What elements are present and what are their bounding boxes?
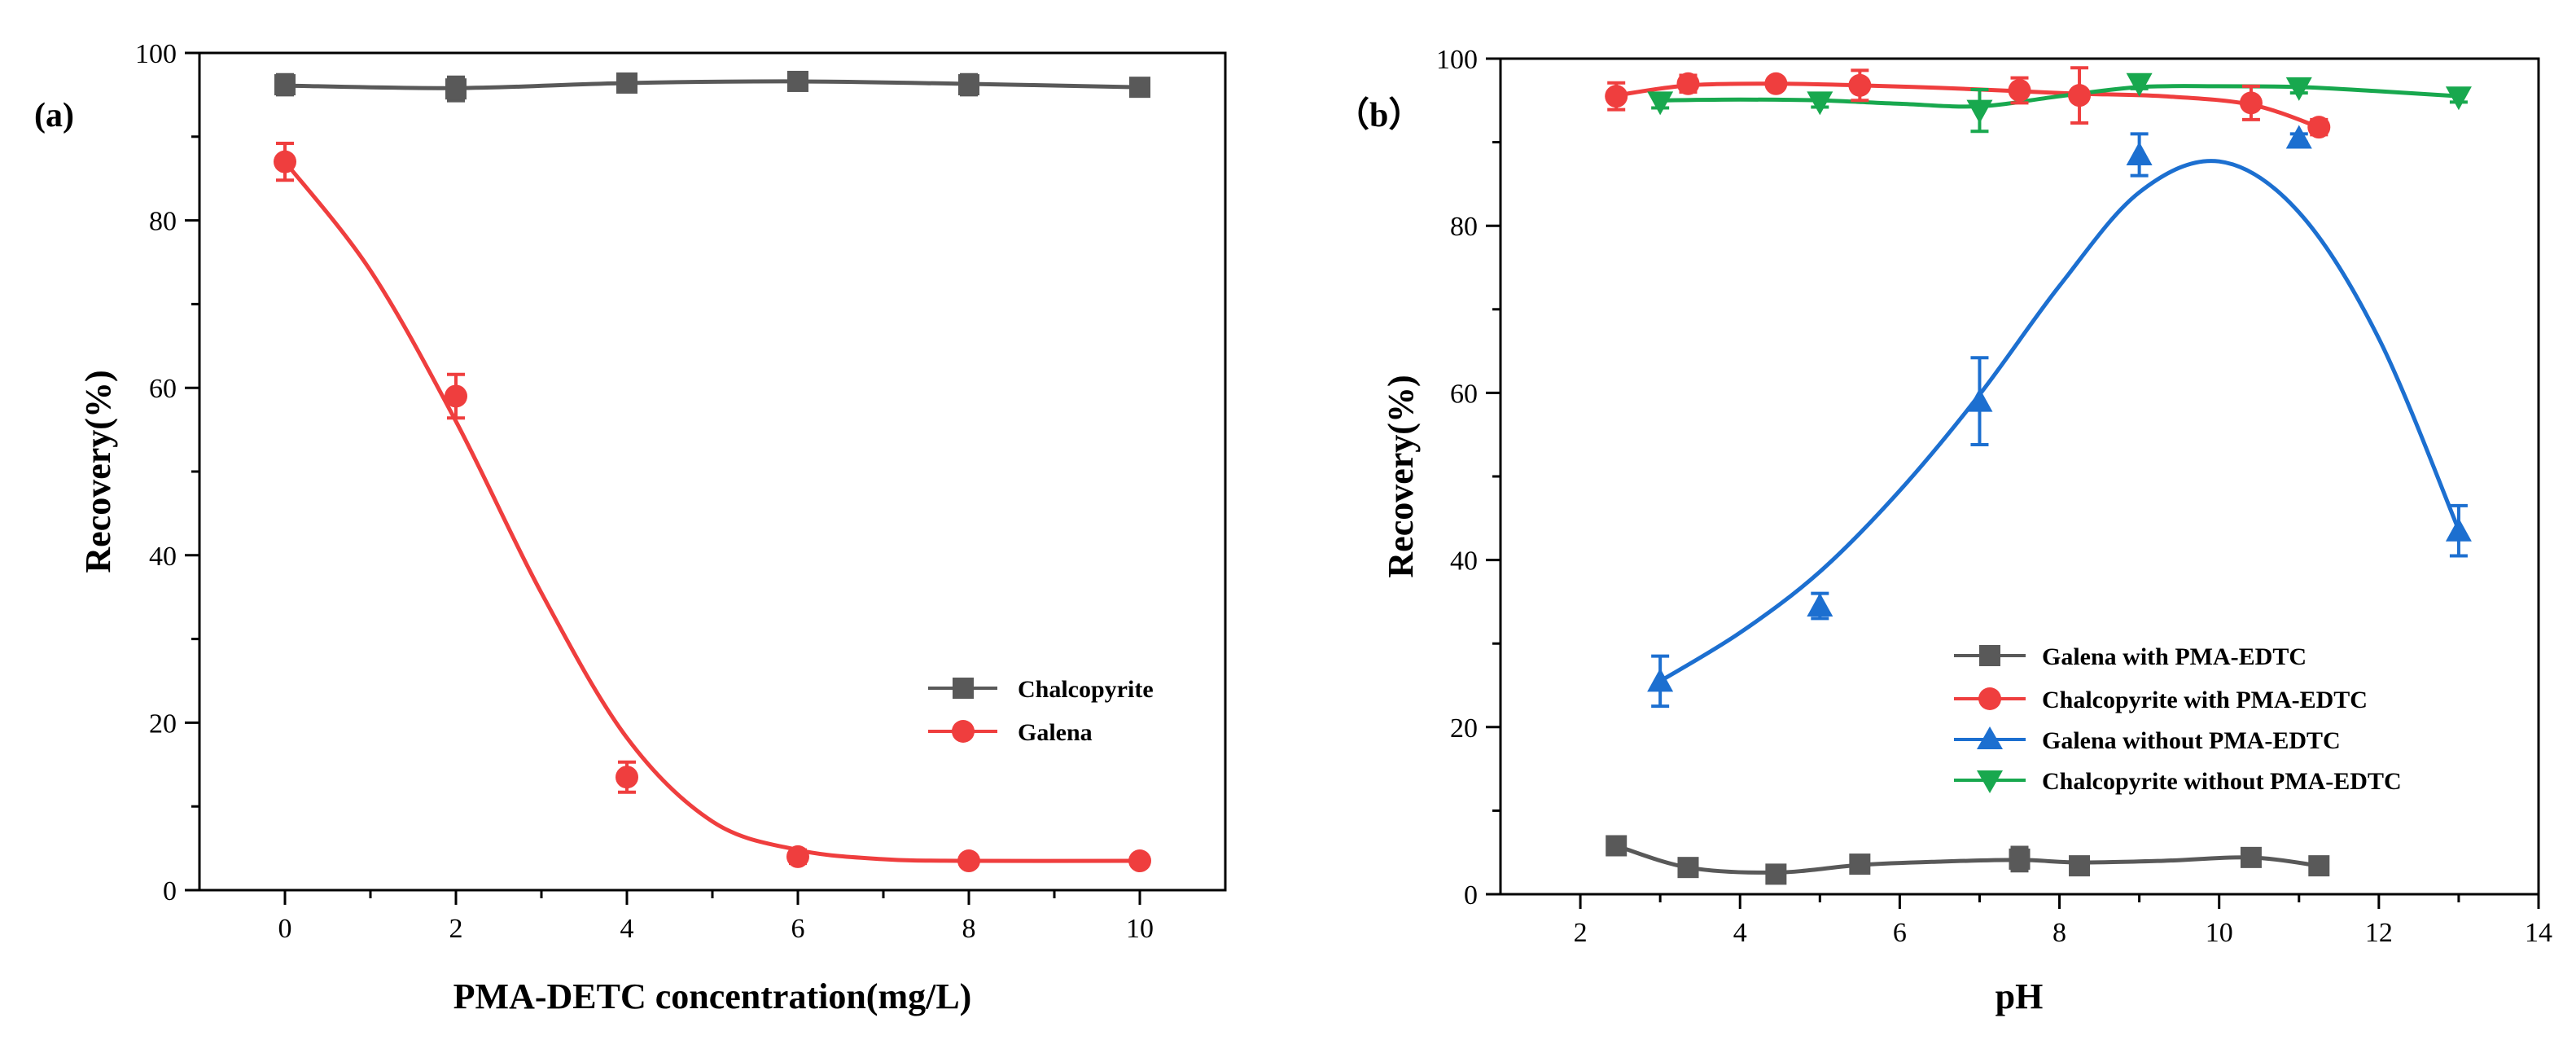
data-point-chalcopyrite-with-pma-edtc [1848, 74, 1871, 97]
y-tick-label: 40 [1450, 546, 1478, 577]
x-tick-label: 10 [2206, 918, 2233, 948]
panel-a-y-axis-title: Recovery(%) [78, 370, 118, 573]
data-point-chalcopyrite-without-pma-edtc [1807, 91, 1833, 115]
data-point-galena [445, 384, 467, 407]
data-point-chalcopyrite-with-pma-edtc [1676, 72, 1699, 95]
data-point-chalcopyrite-with-pma-edtc [2240, 91, 2263, 114]
panel-b-markers [1605, 72, 2472, 885]
y-tick-label: 60 [1450, 379, 1478, 409]
y-tick-label: 60 [149, 374, 177, 404]
panel-b-curves [1616, 84, 2459, 873]
data-point-chalcopyrite [1129, 77, 1150, 98]
panel-b-legend: Galena with PMA-EDTC Chalcopyrite with P… [1954, 643, 2402, 795]
data-point-galena-with-pma-edtc [2009, 849, 2031, 870]
x-tick-label: 4 [1733, 918, 1747, 948]
data-point-galena-without-pma-edtc [2127, 142, 2153, 165]
data-point-galena-without-pma-edtc [1647, 668, 1673, 691]
x-tick-label: 8 [962, 914, 976, 944]
legend-item-chalcopyrite: Chalcopyrite [928, 676, 1154, 703]
x-tick-label: 12 [2365, 918, 2393, 948]
data-point-galena-without-pma-edtc [2446, 518, 2472, 542]
data-point-chalcopyrite-with-pma-edtc [2307, 116, 2330, 138]
legend-item-chalcopyrite-without: Chalcopyrite without PMA-EDTC [1954, 768, 2402, 795]
panel-a-error-bars [276, 75, 1149, 865]
data-point-chalcopyrite-with-pma-edtc [2009, 79, 2031, 102]
panel-a-plot-frame [199, 53, 1225, 890]
y-tick-label: 0 [163, 876, 177, 906]
y-tick-label: 100 [1436, 45, 1478, 75]
legend-item-galena: Galena [928, 719, 1093, 746]
series-line-galena-with-pma-edtc [1616, 845, 2319, 872]
y-tick-label: 100 [135, 39, 177, 69]
data-point-galena-with-pma-edtc [2241, 847, 2262, 868]
data-point-galena-with-pma-edtc [2308, 855, 2329, 876]
panel-b-error-bars [1607, 68, 2468, 880]
legend-item-galena-without: Galena without PMA-EDTC [1954, 726, 2341, 754]
data-point-chalcopyrite-without-pma-edtc [2446, 86, 2472, 110]
data-point-chalcopyrite-without-pma-edtc [1647, 91, 1673, 115]
x-tick-label: 2 [449, 914, 463, 944]
x-tick-label: 14 [2525, 918, 2552, 948]
y-tick-label: 0 [1464, 880, 1478, 911]
data-point-galena-with-pma-edtc [1849, 854, 1870, 875]
data-point-galena [616, 766, 638, 788]
data-point-galena-without-pma-edtc [1966, 388, 1992, 412]
data-point-chalcopyrite-with-pma-edtc [1764, 72, 1787, 95]
figure: (a) 0 2 4 6 8 10020406080100 PMA-DETC concent… [0, 0, 2576, 1040]
data-point-galena-without-pma-edtc [1807, 593, 1833, 617]
panel-b-tick-labels: 2 4 6 8 10 12 14 0 20 40 60 80 100 [1436, 45, 2552, 948]
y-tick-label: 20 [1450, 713, 1478, 744]
data-point-chalcopyrite-with-pma-edtc [2068, 84, 2091, 107]
panel-b: （b） 2 4 6 8 10 12 14 0 20 40 60 80 100 pH Recovery(%… [1335, 45, 2552, 1016]
panel-a-markers [274, 71, 1151, 872]
x-tick-label: 0 [278, 914, 292, 944]
data-point-galena [1128, 849, 1151, 872]
data-point-chalcopyrite-without-pma-edtc [1966, 100, 1992, 124]
legend-item-chalcopyrite-with: Chalcopyrite with PMA-EDTC [1954, 687, 2368, 713]
x-tick-label: 2 [1574, 918, 1588, 948]
data-point-galena [786, 845, 809, 868]
legend-label-chalcopyrite-with: Chalcopyrite with PMA-EDTC [2042, 687, 2368, 713]
series-line-galena-without-pma-edtc [1660, 161, 2459, 682]
legend-label-chalcopyrite-without: Chalcopyrite without PMA-EDTC [2042, 768, 2402, 795]
panel-a-x-axis-title: PMA-DETC concentration(mg/L) [453, 976, 972, 1016]
x-tick-label: 6 [1893, 918, 1907, 948]
legend-label-galena: Galena [1018, 719, 1093, 746]
data-point-chalcopyrite [616, 72, 637, 94]
data-point-galena-with-pma-edtc [1606, 835, 1627, 856]
legend-label-chalcopyrite: Chalcopyrite [1018, 676, 1154, 703]
legend-item-galena-with: Galena with PMA-EDTC [1954, 643, 2307, 670]
data-point-chalcopyrite [274, 74, 296, 95]
y-tick-label: 20 [149, 709, 177, 739]
x-tick-label: 6 [791, 914, 805, 944]
data-point-chalcopyrite-with-pma-edtc [1605, 85, 1628, 108]
y-tick-label: 80 [1450, 212, 1478, 242]
legend-label-galena-without: Galena without PMA-EDTC [2042, 727, 2341, 754]
series-line-chalcopyrite [285, 81, 1140, 88]
legend-label-galena-with: Galena with PMA-EDTC [2042, 643, 2307, 670]
series-line-galena [285, 162, 1140, 862]
y-tick-label: 40 [149, 542, 177, 572]
panel-b-x-axis-title: pH [1996, 976, 2044, 1016]
data-point-chalcopyrite [445, 78, 467, 99]
x-tick-label: 4 [620, 914, 634, 944]
data-point-galena-with-pma-edtc [1677, 857, 1698, 878]
panel-b-y-axis-title: Recovery(%) [1381, 375, 1421, 577]
panel-a-legend: Chalcopyrite Galena [928, 676, 1154, 746]
data-point-galena-with-pma-edtc [2069, 855, 2090, 876]
data-point-galena-with-pma-edtc [1765, 863, 1786, 884]
data-point-galena [274, 151, 296, 173]
data-point-galena [957, 849, 980, 872]
x-tick-label: 8 [2052, 918, 2066, 948]
panel-a-label: (a) [34, 97, 74, 134]
data-point-chalcopyrite [958, 74, 979, 95]
x-tick-label: 10 [1126, 914, 1154, 944]
y-tick-label: 80 [149, 207, 177, 237]
data-point-chalcopyrite [787, 71, 808, 92]
panel-b-label: （b） [1335, 96, 1422, 134]
panel-a-curves [285, 81, 1140, 861]
